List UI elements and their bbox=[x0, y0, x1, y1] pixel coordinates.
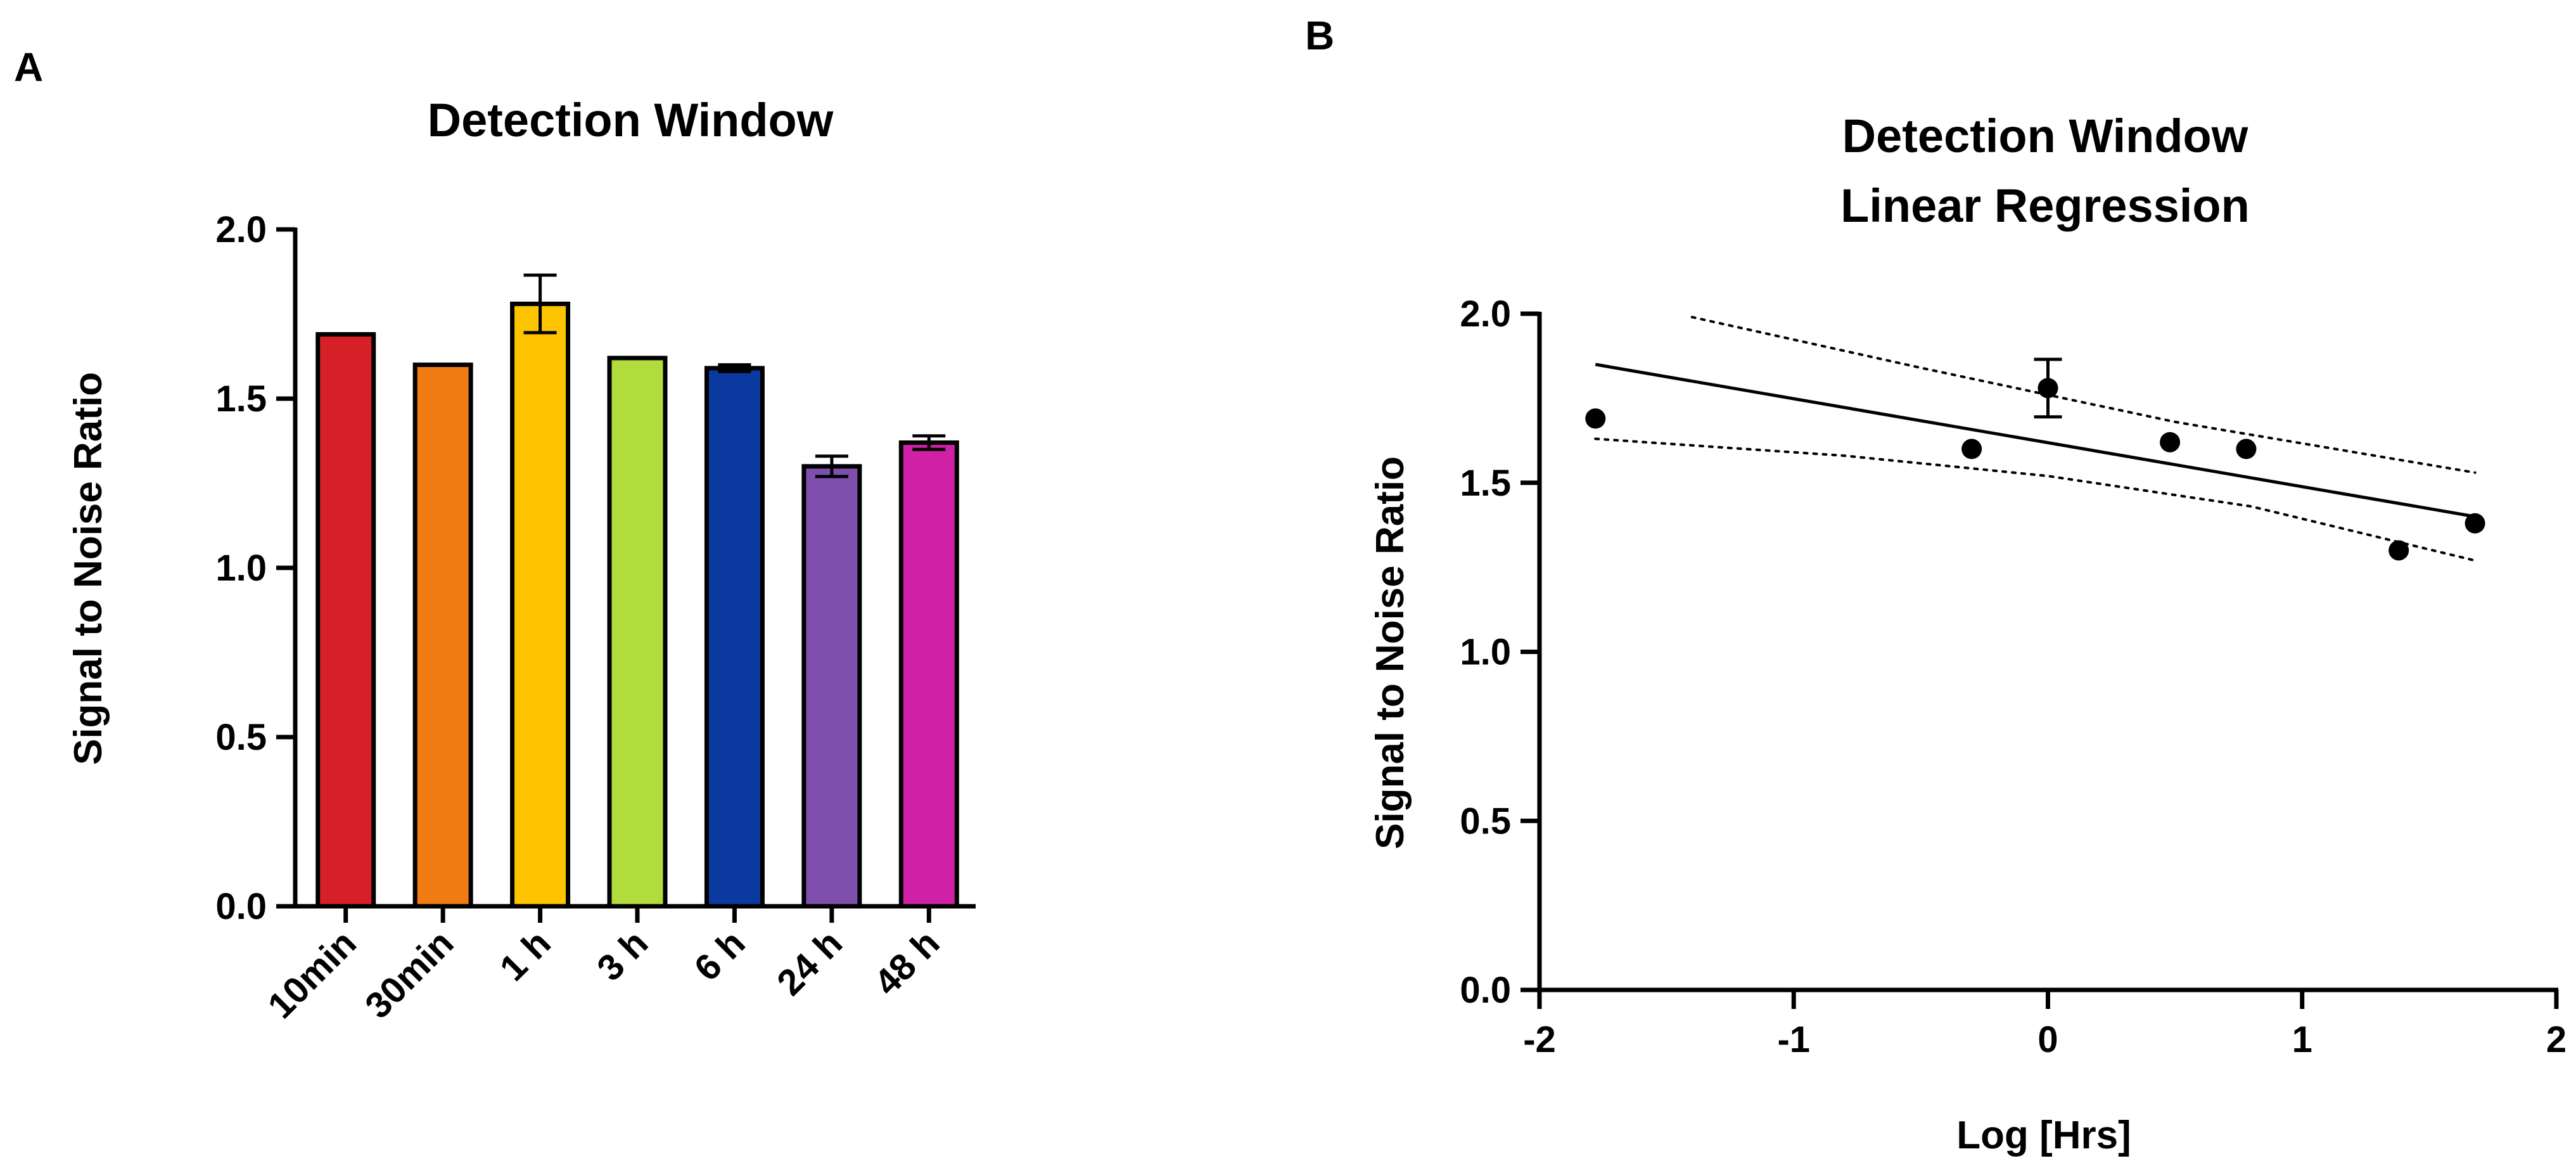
chart-b-confidence-bands bbox=[1594, 316, 2477, 562]
category-label: 24 h bbox=[769, 922, 850, 1003]
chart-a-y-axis-title: Signal to Noise Ratio bbox=[67, 372, 110, 765]
chart-b-x-tick-label: 0 bbox=[2037, 1019, 2058, 1060]
chart-a-title: Detection Window bbox=[428, 94, 834, 146]
error-bar-24h bbox=[815, 454, 848, 478]
chart-b-y-tick-label: 1.0 bbox=[1460, 632, 1511, 673]
chart-a-y-tick-label: 0.0 bbox=[215, 886, 267, 927]
panel-b-label: B bbox=[1305, 13, 1334, 58]
chart-a-y-tick-label: 2.0 bbox=[215, 209, 267, 250]
error-bar-1h bbox=[523, 273, 557, 335]
category-label: 10min bbox=[260, 922, 364, 1027]
chart-b-y-tick-label: 2.0 bbox=[1460, 293, 1511, 335]
data-point bbox=[2160, 432, 2181, 453]
confidence-band-lower bbox=[1594, 437, 2477, 562]
chart-b-y-tick-label: 0.5 bbox=[1460, 800, 1511, 842]
category-label: 3 h bbox=[589, 922, 656, 989]
chart-b-y-tick-label: 0.0 bbox=[1460, 970, 1511, 1011]
bar-10min bbox=[316, 332, 376, 909]
chart-b-x-tick-label: 1 bbox=[2292, 1019, 2312, 1060]
chart-b-x-tick-label: -1 bbox=[1777, 1019, 1810, 1060]
panel-a-label: A bbox=[14, 44, 43, 90]
data-point bbox=[2464, 513, 2485, 534]
chart-a-bars bbox=[316, 301, 959, 909]
chart-b-title-line-1: Detection Window bbox=[1842, 110, 2248, 162]
chart-b-title-line-2: Linear Regression bbox=[1840, 179, 2250, 232]
category-label: 6 h bbox=[686, 922, 753, 989]
chart-b-x-tick-label: 2 bbox=[2546, 1019, 2566, 1060]
chart-a-y-tick-label: 1.5 bbox=[215, 378, 267, 420]
chart-a-error-bars bbox=[523, 273, 946, 478]
chart-b-y-tick-label: 1.5 bbox=[1460, 463, 1511, 504]
bar-48h bbox=[898, 440, 959, 909]
bar-6h bbox=[704, 366, 765, 909]
chart-a-y-tick-label: 1.0 bbox=[215, 548, 267, 589]
bar-3h bbox=[607, 356, 668, 909]
error-bar-48h bbox=[912, 434, 946, 451]
data-point bbox=[2037, 378, 2058, 399]
bar-30min bbox=[412, 363, 473, 909]
chart-b-x-axis-title: Log [Hrs] bbox=[1956, 1114, 2131, 1157]
regression-line bbox=[1595, 363, 2476, 518]
chart-a-y-axis: 0.0 0.5 1.0 1.5 2.0 bbox=[215, 209, 295, 927]
error-bar-6h bbox=[718, 363, 751, 373]
bar-24h bbox=[801, 464, 862, 909]
chart-b-y-axis: 0.0 0.5 1.0 1.5 2.0 bbox=[1460, 293, 1540, 1011]
scatter-chart-panel-b: Detection Window Linear Regression Signa… bbox=[1368, 110, 2566, 1157]
category-label: 30min bbox=[357, 922, 462, 1027]
category-label: 1 h bbox=[492, 922, 559, 989]
data-point bbox=[2388, 540, 2409, 561]
chart-b-x-axis: -2 -1 0 1 2 bbox=[1523, 990, 2566, 1060]
bar-1h bbox=[510, 301, 571, 909]
chart-b-x-tick-label: -2 bbox=[1523, 1019, 1556, 1060]
data-point bbox=[2236, 439, 2257, 459]
category-label: 48 h bbox=[866, 922, 947, 1003]
chart-a-y-tick-label: 0.5 bbox=[215, 717, 267, 758]
chart-b-regression bbox=[1595, 363, 2476, 518]
chart-b-y-axis-title: Signal to Noise Ratio bbox=[1368, 456, 1412, 849]
data-point bbox=[1585, 408, 1606, 429]
bar-chart-panel-a: Detection Window Signal to Noise Ratio 0… bbox=[67, 94, 976, 1027]
chart-b-points bbox=[1585, 378, 2485, 561]
data-point bbox=[1961, 439, 1982, 459]
